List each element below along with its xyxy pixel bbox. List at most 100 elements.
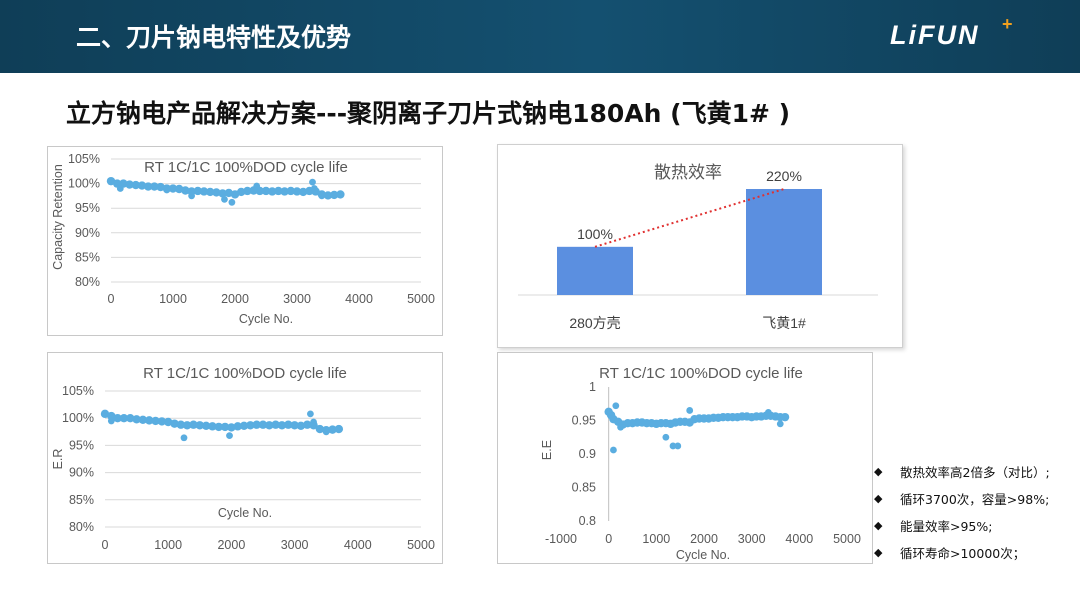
x-tick-label: 4000 <box>345 292 373 306</box>
data-point <box>138 182 146 189</box>
data-point <box>176 420 186 429</box>
data-point <box>208 422 217 431</box>
bullet-text: 散热效率高2倍多（对比）; <box>900 465 1050 480</box>
data-point <box>292 187 302 196</box>
data-point <box>303 420 312 429</box>
data-point <box>107 411 116 421</box>
data-point <box>296 421 306 431</box>
data-point <box>310 418 317 426</box>
bullet-item: ◆ 循环寿命>10000次； <box>874 539 1050 566</box>
feature-bullet-list: ◆ 散热效率高2倍多（对比）; ◆ 循环3700次，容量>98%; ◆ 能量效率>95… <box>874 458 1050 566</box>
heat-dissipation-plot: 散热效率 100% 280方壳 220% 飞黄1# <box>518 163 878 331</box>
lifun-logo: LiFUN <box>890 20 980 50</box>
bar-data-label: 100% <box>577 226 613 242</box>
y-tick-label: 85% <box>69 493 94 507</box>
data-point <box>132 415 141 424</box>
data-point <box>776 420 784 428</box>
data-point <box>199 187 209 196</box>
x-axis-title: Cycle No. <box>239 312 293 326</box>
y-tick-label: 95% <box>75 201 100 215</box>
data-point <box>299 187 308 197</box>
x-tick-label: 1000 <box>642 532 670 546</box>
data-point <box>284 420 293 429</box>
energy-retention-chart: 80% 85% 90% 95% 100% 105% 0 1000 2000 3000 4000 500… <box>47 352 443 564</box>
data-point <box>243 186 252 196</box>
data-point <box>265 421 274 430</box>
page-subtitle: 立方钠电产品解决方案---聚阴离子刀片式钠电180Ah (飞黄1# ) <box>66 99 791 128</box>
y-tick-label: 90% <box>75 226 100 240</box>
data-point <box>206 187 215 197</box>
data-point <box>764 409 772 416</box>
data-point <box>290 421 299 430</box>
data-point <box>228 198 236 206</box>
x-tick-label: 2000 <box>690 532 718 546</box>
bullet-text: 循环3700次，容量>98%; <box>900 492 1050 507</box>
y-tick-label: 105% <box>62 384 94 398</box>
chart-title: RT 1C/1C 100%DOD cycle life <box>144 159 348 176</box>
x-tick-label: 4000 <box>785 532 813 546</box>
x-tick-label: 0 <box>102 538 109 552</box>
bullet-text: 循环寿命>10000次； <box>900 546 1026 561</box>
x-tick-label: 2000 <box>221 292 249 306</box>
y-tick-label: 0.95 <box>572 414 596 428</box>
bullet-text: 能量效率>95%; <box>900 519 993 534</box>
data-point <box>233 422 242 431</box>
data-point <box>252 420 261 429</box>
data-point <box>780 412 790 422</box>
data-point <box>221 195 228 203</box>
x-tick-label: 1000 <box>159 292 187 306</box>
data-point <box>669 442 677 450</box>
y-tick-label: 0.9 <box>579 447 596 461</box>
data-point <box>239 421 249 431</box>
data-point <box>218 189 227 198</box>
diamond-bullet-icon: ◆ <box>874 519 883 532</box>
data-point <box>144 182 153 191</box>
bar <box>557 246 633 295</box>
data-point <box>150 182 159 191</box>
data-point <box>674 442 682 450</box>
header-bar: 二、刀片钠电特性及优势 LiFUN + <box>0 0 1080 73</box>
data-point <box>212 188 221 197</box>
data-point <box>307 410 314 418</box>
data-point <box>189 420 198 429</box>
chart-title: RT 1C/1C 100%DOD cycle life <box>599 365 803 382</box>
data-point <box>612 402 620 410</box>
x-tick-label: 3000 <box>738 532 766 546</box>
data-point <box>138 415 148 425</box>
energy-efficiency-chart: 0.8 0.85 0.9 0.95 1 -1000 0 1000 2000 3000 4000 500… <box>497 352 873 564</box>
bar <box>746 189 822 295</box>
y-axis-title: E.E <box>540 440 554 460</box>
x-tick-label: 3000 <box>281 538 309 552</box>
data-point <box>610 446 617 454</box>
data-point <box>334 424 344 434</box>
data-point <box>271 420 280 429</box>
data-point <box>182 421 192 430</box>
data-point <box>201 421 211 431</box>
y-tick-label: 105% <box>68 152 100 166</box>
data-point <box>274 186 283 196</box>
y-tick-label: 80% <box>75 275 100 289</box>
section-title: 二、刀片钠电特性及优势 <box>76 23 352 52</box>
x-tick-label: 4000 <box>344 538 372 552</box>
x-tick-label: 5000 <box>833 532 861 546</box>
x-tick-label: -1000 <box>545 532 577 546</box>
data-point <box>195 421 204 430</box>
data-point <box>145 416 154 425</box>
data-point <box>323 191 333 200</box>
data-point <box>318 192 326 200</box>
x-tick-label: 3000 <box>283 292 311 306</box>
data-point <box>322 428 330 436</box>
diamond-bullet-icon: ◆ <box>874 492 883 505</box>
x-tick-label: 0 <box>108 292 115 306</box>
bullet-item: ◆ 循环3700次，容量>98%; <box>874 485 1050 512</box>
data-point <box>237 187 246 197</box>
data-point <box>280 187 289 196</box>
data-point <box>151 416 160 426</box>
heat-dissipation-chart: 散热效率 100% 280方壳 220% 飞黄1# <box>497 144 903 348</box>
y-tick-label: 0.8 <box>579 514 596 528</box>
bullet-item: ◆ 散热效率高2倍多（对比）; <box>874 458 1050 485</box>
data-point <box>193 186 202 196</box>
data-point <box>261 186 271 196</box>
data-point <box>181 186 190 195</box>
data-point <box>315 424 325 434</box>
